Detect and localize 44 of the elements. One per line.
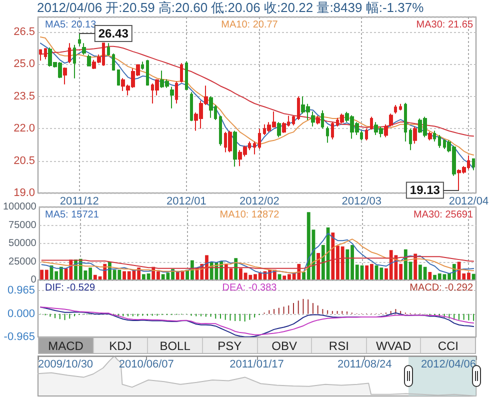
series-label: DIF: -0.529 [45, 282, 96, 294]
y-tick-label: 19.0 [14, 187, 35, 199]
y-tick-label: 0.000 [7, 308, 35, 320]
x-tick-label: 2011/12 [60, 196, 99, 208]
tab: WVAD [366, 338, 420, 353]
y-tick-label: 20.5 [14, 154, 35, 167]
series-label: MACD: -0.292 [410, 282, 474, 294]
tab: MACD [39, 338, 93, 353]
tab: CCI [420, 338, 475, 353]
y-tick-label: 0.965 [7, 284, 35, 297]
text: MA5: 15721 [45, 210, 100, 220]
series-label: MA5: 20.13 [45, 20, 97, 30]
x-tick-label: 2011/08/24 [338, 358, 392, 370]
x-tick-label: 2012/01 [166, 196, 206, 208]
text: DEA: -0.383 [222, 282, 278, 294]
x-tick-label: 2012/02 [240, 196, 280, 208]
y-tick-label: 25000 [8, 256, 37, 268]
x-tick-label: 2011/01/17 [230, 358, 284, 370]
tab: RSI [311, 338, 366, 353]
x-tick-label: 2012/04 [448, 196, 489, 208]
y-tick-label: 25.0 [14, 58, 35, 70]
y-tick-label: 23.5 [14, 90, 35, 102]
annotation: 19.13 [410, 183, 440, 198]
x-tick-label: 2012/03 [342, 196, 382, 208]
tab: PSY [202, 338, 256, 353]
text: MA10: 12872 [220, 210, 280, 220]
y-tick-label: 0 [30, 274, 37, 286]
y-tick-label: 22.0 [14, 122, 35, 135]
x-tick-label: 2009/10/30 [38, 358, 94, 370]
y-tick-label: 75000 [8, 220, 37, 231]
x-tick-label: 2010/06/07 [118, 358, 174, 370]
text: MA30: 21.65 [416, 20, 474, 30]
y-tick-label: 50000 [8, 238, 37, 249]
annotation: 26.43 [98, 26, 129, 41]
y-tick-label: -0.965 [4, 331, 35, 343]
chart-title: 2012/04/06 开:20.59 高:20.60 低:20.06 收:20.22 量:8439 幅:-1.37% [37, 0, 424, 15]
text: MA30: 25691 [414, 210, 474, 220]
tab: OBV [256, 338, 312, 353]
tab: BOLL [147, 338, 202, 353]
tab: KDJ [92, 338, 148, 353]
y-tick-label: 100000 [2, 202, 37, 212]
x-tick-label: 2012/04/06 [420, 358, 476, 370]
text: MA10: 20.77 [221, 20, 278, 30]
y-tick-label: 26.5 [14, 26, 35, 38]
